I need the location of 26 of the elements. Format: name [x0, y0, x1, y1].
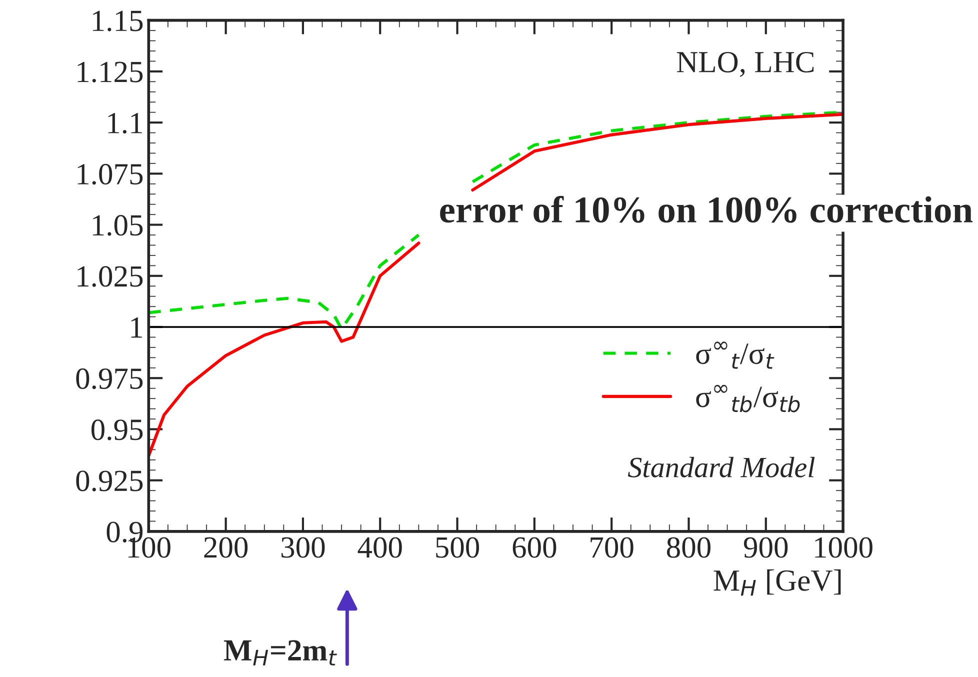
x-tick-label: 600: [512, 537, 556, 558]
annotation: error of 10% on 100% correction: [440, 196, 973, 223]
x-tick-label: 300: [282, 537, 325, 558]
x-tick-label: 900: [744, 537, 788, 558]
y-tick-label: 1.075: [78, 164, 143, 185]
x-tick-label: 500: [436, 537, 480, 558]
y-tick-label: 1.025: [78, 266, 143, 287]
legend-label: σ$^{∞}$$_{tb}$/σ$_{tb}$: [696, 384, 800, 412]
y-tick-label: 1.125: [78, 62, 143, 82]
y-tick-label: 0.975: [76, 368, 143, 390]
x-tick-label: 200: [204, 537, 248, 558]
text: M$_{H}$=2m$_{t}$: [224, 640, 337, 666]
y-tick-label: 1.15: [93, 10, 143, 32]
x-tick-label: 1000: [815, 537, 872, 558]
legend-label: σ$^{∞}$$_{t}$/σ$_{t}$: [696, 342, 774, 369]
annotation: NLO, LHC: [676, 52, 814, 77]
x-axis-title: M$_{H}$ [GeV]: [714, 569, 841, 596]
y-tick-label: 1.05: [93, 215, 143, 236]
y-tick-label: 0.925: [76, 470, 143, 492]
x-tick-label: 700: [590, 537, 634, 558]
x-tick-label: 800: [666, 537, 710, 558]
annotation: Standard Model: [628, 456, 815, 478]
y-tick-label: 0.95: [91, 420, 143, 440]
y-tick-label: 1: [131, 317, 142, 338]
y-tick-label: 1.1: [108, 112, 142, 134]
x-tick-label: 400: [358, 537, 402, 558]
